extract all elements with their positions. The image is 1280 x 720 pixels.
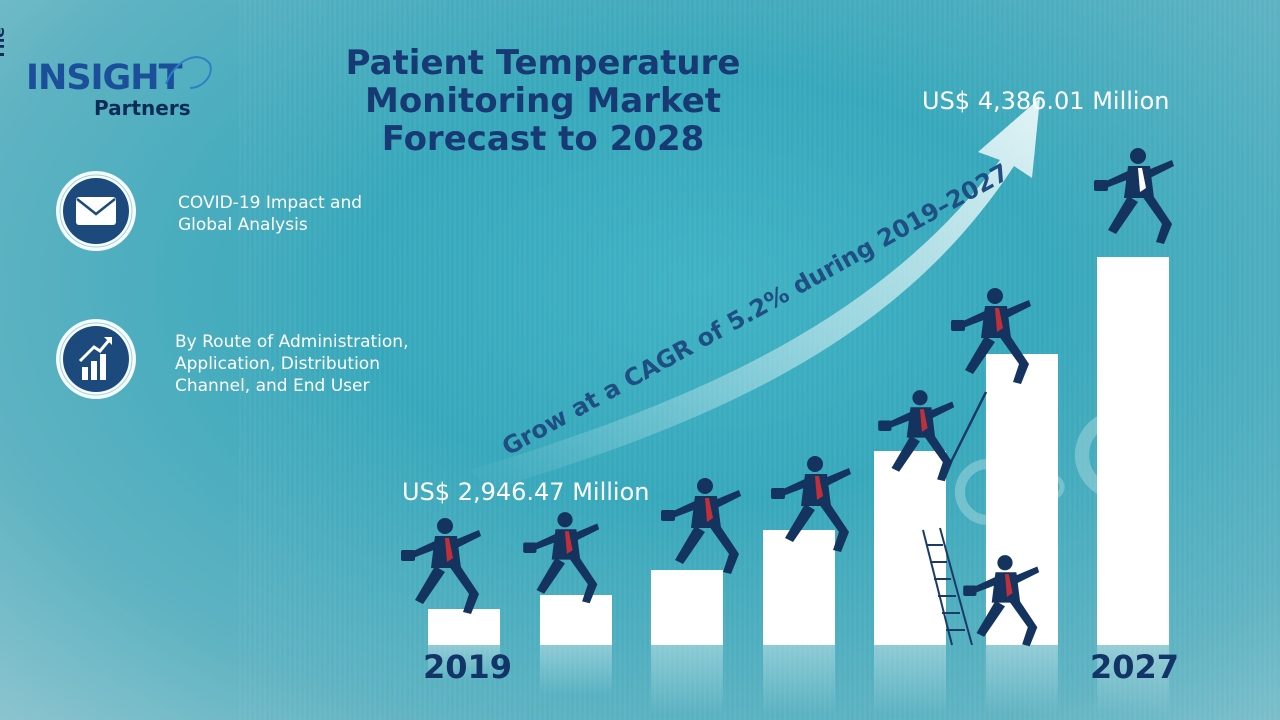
feature-covid-analysis: COVID-19 Impact and Global Analysis (178, 192, 362, 236)
logo-insight-text: INSIGHT (26, 58, 182, 98)
envelope-icon (56, 171, 136, 251)
bar-step-7 (1097, 257, 1169, 645)
feature-2-line-2: Application, Distribution (175, 354, 380, 374)
start-value-label: US$ 2,946.47 Million (402, 478, 650, 506)
businessman-figure-4 (771, 456, 851, 552)
bar-reflection-4 (763, 645, 835, 715)
growth-chart-icon (56, 319, 136, 399)
feature-2-line-3: Channel, and End User (175, 376, 370, 396)
start-year-label: 2019 (423, 648, 513, 686)
bar-reflection-3 (651, 645, 723, 715)
logo-swoosh-icon (165, 56, 212, 89)
bar-reflection-6 (986, 645, 1058, 715)
feature-2-line-1: By Route of Administration, (175, 332, 409, 352)
logo-partners-text: Partners (94, 96, 191, 120)
end-value-label: US$ 4,386.01 Million (922, 87, 1170, 115)
title-line-3: Forecast to 2028 (381, 119, 705, 159)
businessman-figure-1 (401, 518, 481, 614)
feature-segmentation: By Route of Administration, Application,… (175, 331, 408, 397)
businessman-figure-7 (963, 555, 1040, 647)
bar-reflection-2 (540, 645, 612, 695)
bar-reflection-7 (1097, 645, 1169, 715)
feature-1-line-2: Global Analysis (178, 215, 308, 235)
bar-reflection-5 (874, 645, 946, 715)
businessman-figure-3 (661, 478, 741, 574)
bar-step-3 (651, 570, 723, 645)
title-line-1: Patient Temperature (345, 43, 741, 83)
businessman-figure-5 (878, 390, 955, 482)
ladder-lower (922, 527, 973, 646)
businessman-figure-2 (523, 512, 600, 604)
businessman-figure-8 (1094, 148, 1174, 244)
brand-logo: The INSIGHT Partners (0, 27, 216, 124)
bar-reflection-1 (428, 645, 500, 681)
bar-step-2 (540, 595, 612, 645)
feature-1-line-1: COVID-19 Impact and (178, 193, 363, 213)
bar-step-1 (428, 609, 500, 645)
businessman-figure-6 (951, 288, 1031, 384)
bar-step-5 (874, 451, 946, 645)
bar-step-4 (763, 530, 835, 645)
title-line-2: Monitoring Market (364, 81, 722, 121)
end-year-label: 2027 (1090, 648, 1180, 686)
page-title: Patient Temperature Monitoring Market Fo… (300, 44, 786, 158)
